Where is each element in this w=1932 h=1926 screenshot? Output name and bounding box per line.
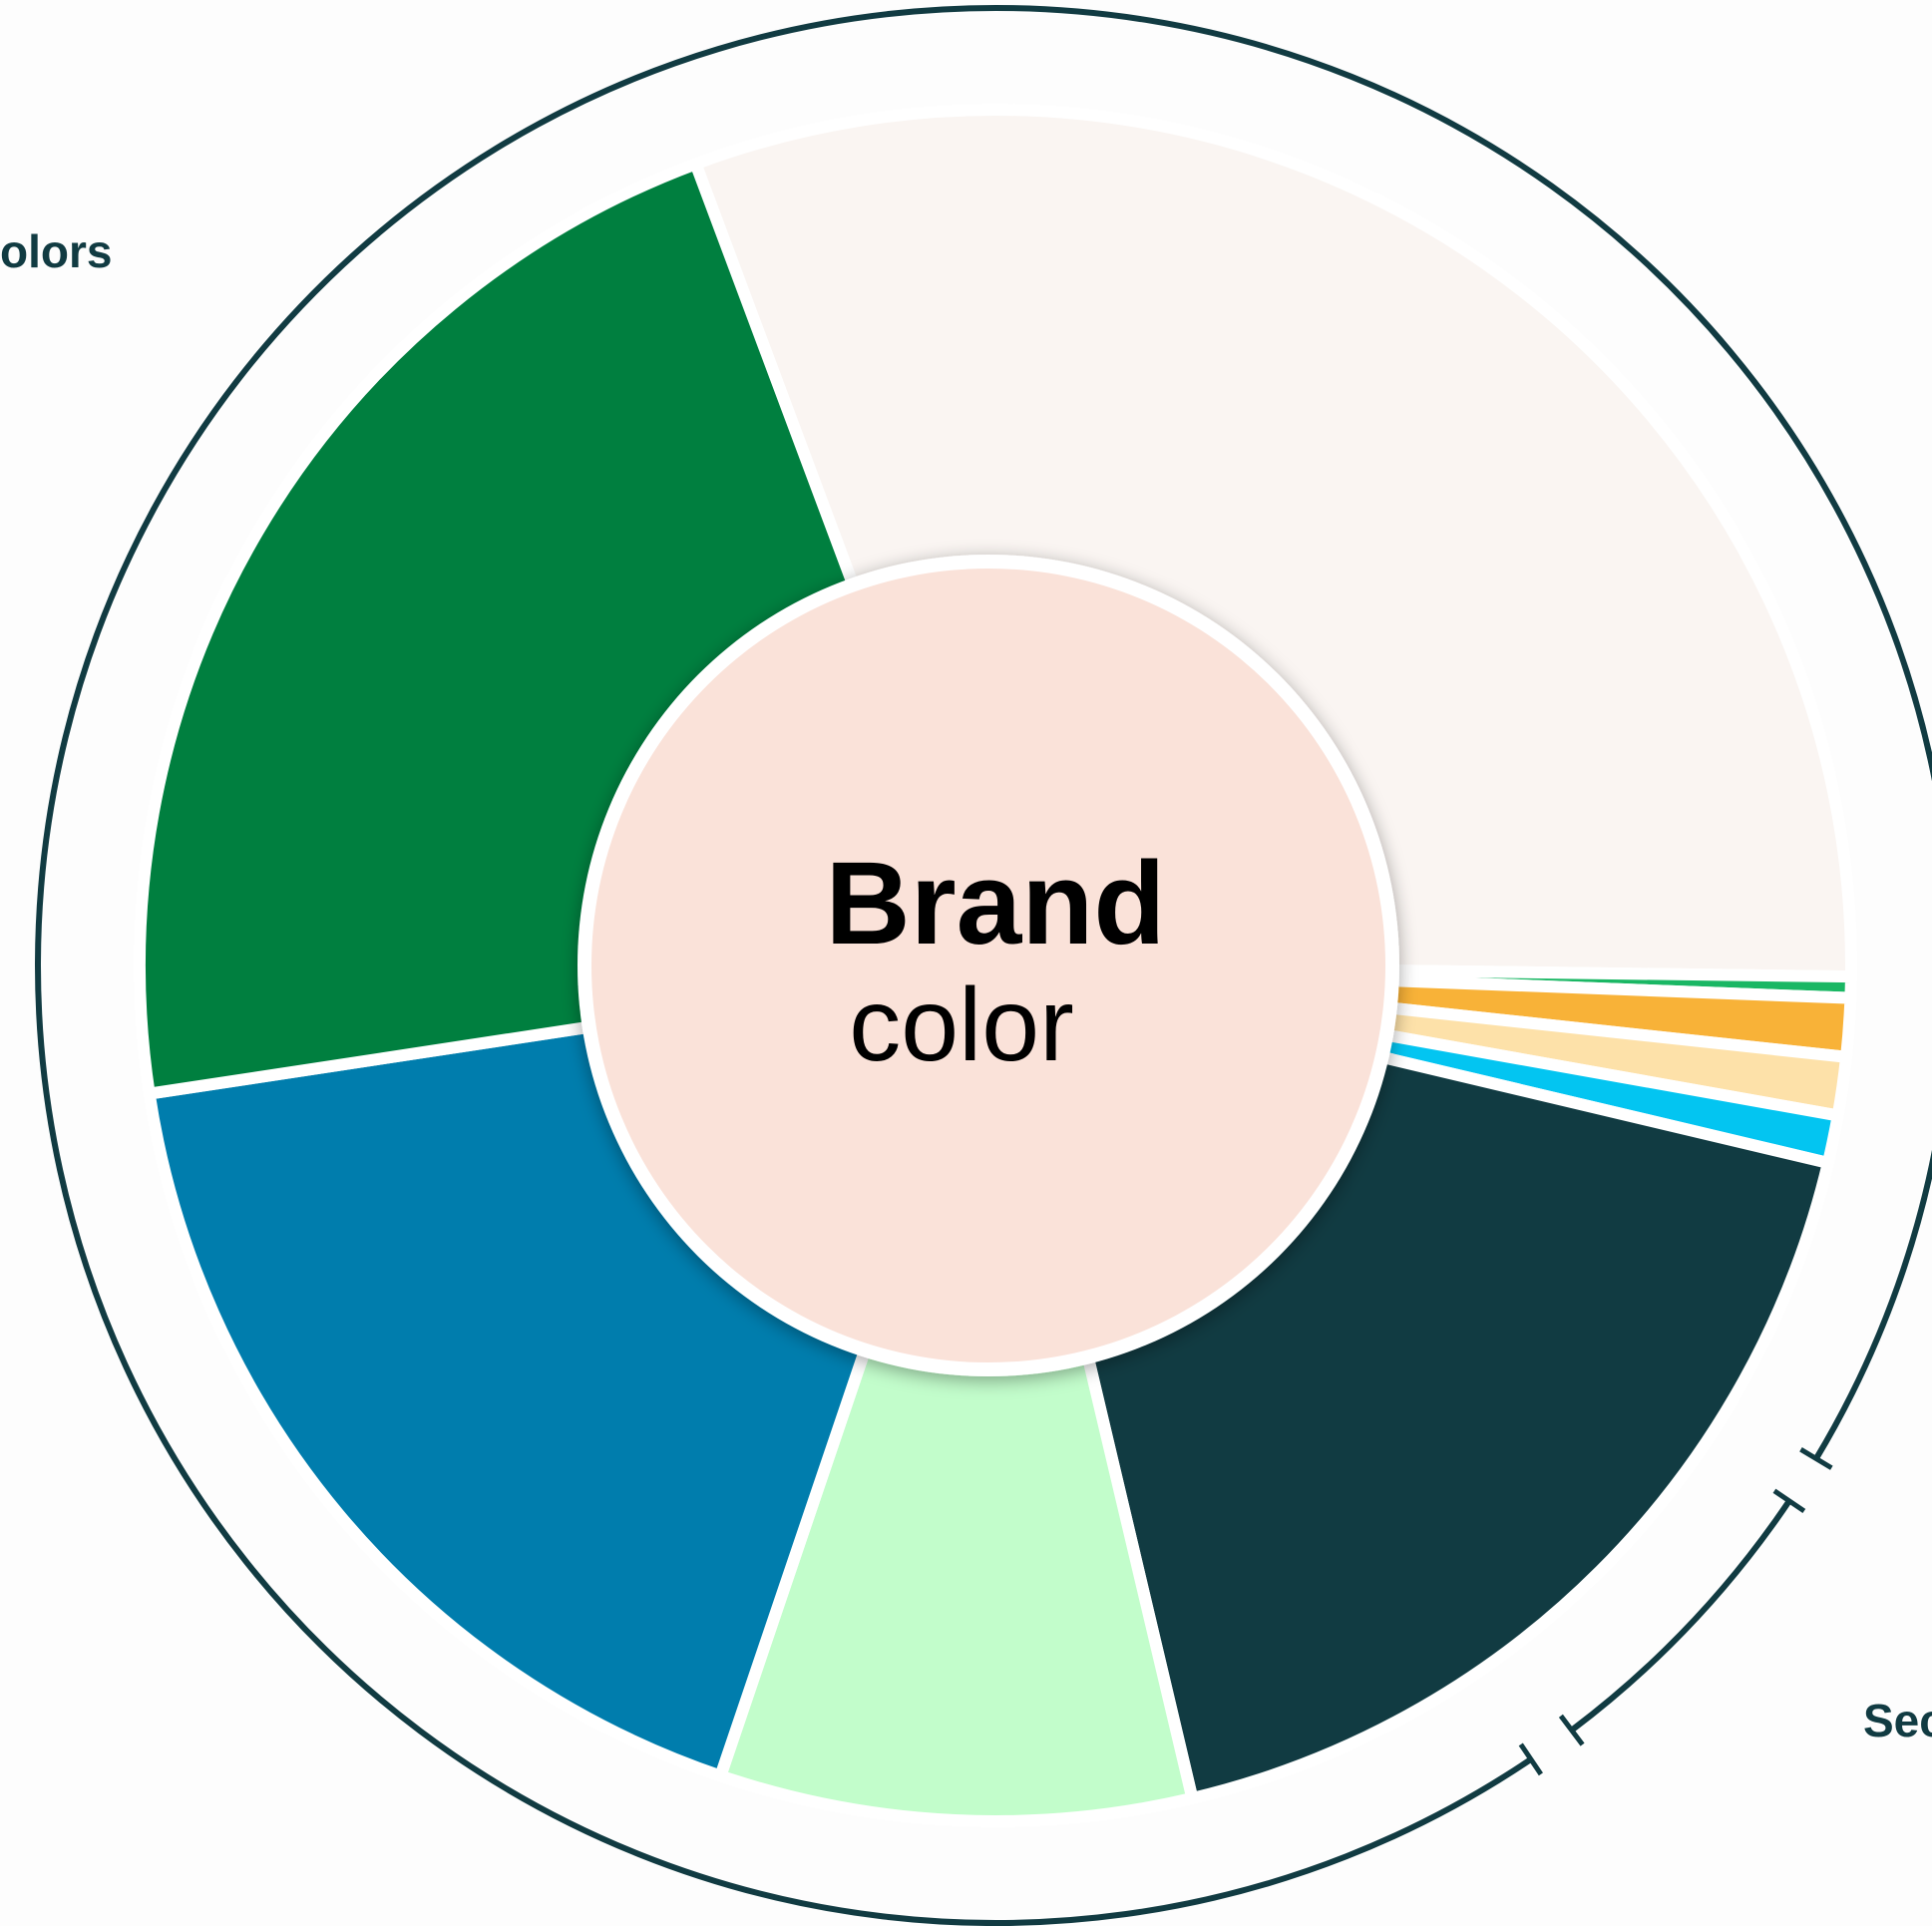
- primary-bracket-end-tick: [1518, 1742, 1543, 1776]
- secondary-bracket-end-tick: [1558, 1714, 1585, 1746]
- secondary-colors-label: Sec: [1863, 1695, 1932, 1746]
- center-disc: Brand color: [578, 555, 1399, 1376]
- pie-segment-7: [714, 960, 1199, 1827]
- center-disc-fill: [591, 569, 1385, 1362]
- center-subtitle: color: [849, 967, 1073, 1083]
- secondary-bracket-start-tick: [1772, 1488, 1806, 1513]
- primary-bracket-start-tick: [1799, 1447, 1833, 1470]
- primary-colors-label: olors: [0, 225, 112, 277]
- primary-colors-bracket: [34, 5, 1932, 1926]
- outer-ring: [34, 5, 1932, 1926]
- secondary-colors-bracket: [1569, 1499, 1792, 1733]
- center-title: Brand: [826, 838, 1166, 969]
